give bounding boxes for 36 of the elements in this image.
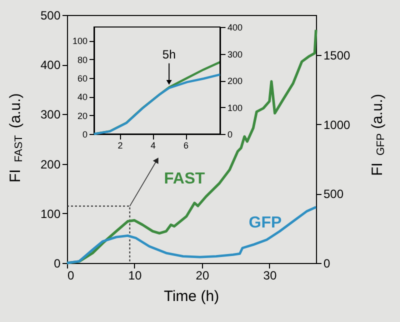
y-tick-label: 0 — [82, 130, 88, 140]
y-tick-label: 80 — [77, 54, 88, 65]
x-tick-label: 2 — [118, 140, 123, 150]
x-tick-label: 30 — [263, 268, 277, 282]
y2-tick-label: 400 — [228, 22, 243, 32]
y-tick-label: 0 — [54, 256, 61, 270]
y2-tick-label: 0 — [324, 256, 330, 270]
line-series — [66, 206, 318, 264]
y-tick-label: 40 — [77, 92, 88, 102]
y-tick-label: 500 — [40, 8, 61, 22]
annotation: 5h — [162, 47, 176, 62]
line-series — [66, 28, 318, 264]
y2-tick-label: 0 — [228, 130, 233, 140]
y-tick-label: 100 — [72, 36, 88, 46]
series-label: FAST — [164, 170, 206, 188]
y2-tick-label: 1500 — [324, 48, 351, 62]
y-tick-label: 100 — [40, 206, 61, 221]
x-axis-title: Time (h) — [164, 288, 220, 305]
y2-tick-label: 500 — [324, 187, 344, 202]
series-label: GFP — [248, 214, 282, 232]
x-tick-label: 10 — [128, 268, 142, 282]
x-tick-label: 20 — [196, 268, 210, 282]
y-tick-label: 200 — [40, 157, 61, 172]
y-tick-label: 20 — [77, 110, 88, 121]
x-tick-label: 6 — [183, 140, 189, 150]
y2-tick-label: 100 — [228, 102, 243, 113]
y2-tick-label: 200 — [228, 76, 243, 86]
x-tick-label: 0 — [68, 268, 74, 282]
y2-tick-label: 300 — [228, 49, 243, 60]
y-tick-label: 60 — [77, 73, 88, 84]
y-tick-label: 300 — [40, 108, 61, 122]
y-axis-title: FIFAST (a.u.) — [7, 93, 25, 183]
y2-axis-title: FIGFP (a.u.) — [369, 94, 387, 176]
y2-tick-label: 1000 — [324, 118, 351, 132]
y-tick-label: 400 — [40, 58, 61, 72]
x-tick-label: 4 — [150, 140, 156, 150]
